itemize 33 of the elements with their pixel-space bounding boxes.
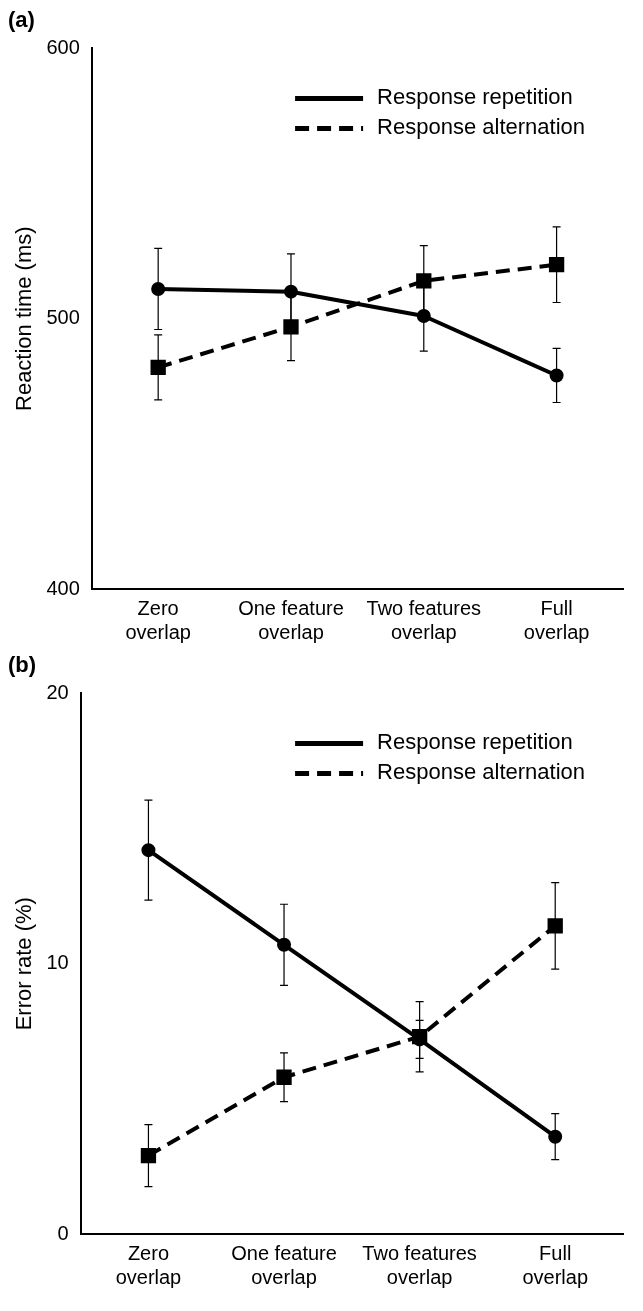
x-tick-label: Zero overlap	[125, 596, 191, 643]
point	[140, 1147, 157, 1164]
point	[283, 319, 299, 335]
point	[416, 273, 432, 289]
y-tick-label: 500	[46, 306, 80, 329]
point	[548, 256, 565, 273]
point	[547, 918, 563, 934]
x-tick-label: Full overlap	[522, 1241, 589, 1288]
x-tick-label: Full overlap	[523, 596, 590, 643]
legend-label: Response repetition	[377, 729, 573, 755]
chart-title: (b)	[8, 652, 37, 678]
x-tick-label: Zero overlap	[115, 1241, 182, 1288]
x-tick-label: One feature overlap	[238, 596, 344, 643]
legend-label: Response alternation	[377, 114, 586, 140]
point	[151, 281, 166, 296]
y-tick-label: 400	[46, 576, 80, 599]
chart-title: (a)	[8, 7, 35, 33]
point	[150, 359, 166, 376]
point	[141, 843, 156, 858]
y-tick-label: 10	[46, 951, 69, 974]
point	[548, 1129, 563, 1144]
point	[549, 368, 564, 383]
x-tick-label: Two features overlap	[366, 596, 482, 643]
y-tick-label: 600	[46, 35, 80, 58]
point	[276, 1069, 292, 1085]
legend-label: Response alternation	[377, 759, 586, 785]
y-tick-label: 20	[46, 680, 69, 703]
y-axis-title: Error rate (%)	[11, 897, 37, 1031]
x-tick-label: One feature overlap	[231, 1241, 337, 1288]
y-axis-title: Reaction time (ms)	[11, 226, 37, 411]
legend-label: Response repetition	[377, 84, 573, 110]
y-tick-label: 0	[57, 1221, 69, 1244]
x-tick-label: Two features overlap	[362, 1241, 477, 1288]
